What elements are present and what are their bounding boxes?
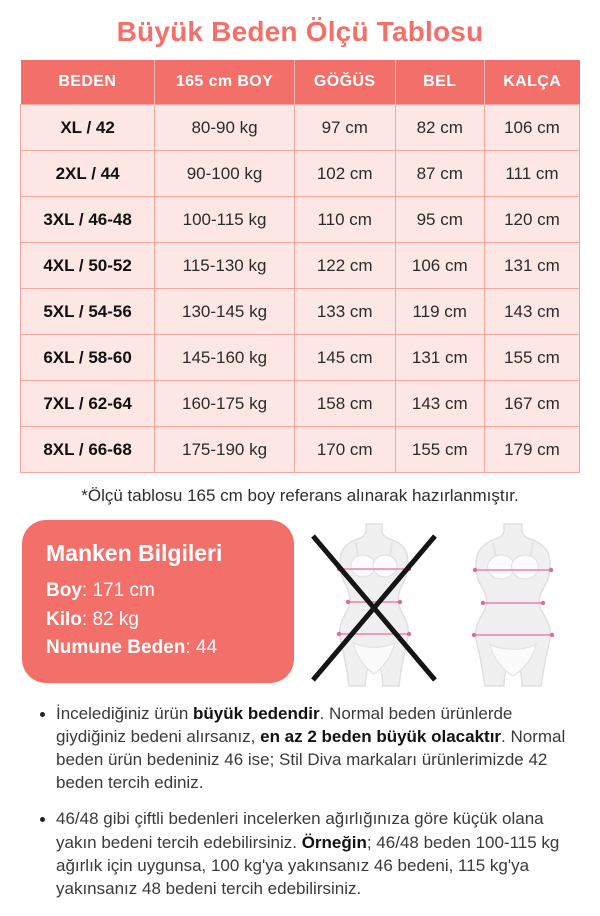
model-info-field: Kilo: 82 kg: [46, 608, 139, 630]
size-cell: 82 cm: [394, 104, 485, 151]
size-guide-page: { "page": { "title": "Büyük Beden Ölçü T…: [0, 16, 600, 916]
size-cell: 130-145 kg: [154, 288, 295, 335]
size-cell: 106 cm: [483, 104, 581, 151]
size-cell: 167 cm: [483, 380, 581, 427]
size-cell: 5XL / 54-56: [19, 288, 156, 335]
model-section: Manken Bilgileri Boy: 171 cm Kilo: 82 kg N…: [22, 520, 586, 690]
size-cell: 158 cm: [293, 380, 396, 427]
size-cell: 102 cm: [293, 150, 396, 197]
size-cell: 170 cm: [293, 426, 396, 473]
size-table: BEDEN 165 cm BOY GÖĞÜS BEL KALÇA XL / 42 80-9…: [19, 60, 581, 473]
size-cell: 106 cm: [394, 242, 485, 289]
size-cell: 8XL / 66-68: [19, 426, 156, 473]
size-row: 8XL / 66-68 175-190 kg 170 cm 155 cm 179 cm: [19, 426, 581, 473]
size-cell: 155 cm: [483, 334, 581, 381]
size-cell: 133 cm: [293, 288, 396, 335]
column-header: KALÇA: [483, 60, 580, 105]
size-cell: 87 cm: [394, 150, 485, 197]
notes-list: İncelediğiniz ürün büyük bedendir. Norma…: [36, 702, 576, 900]
size-cell: 155 cm: [394, 426, 485, 473]
size-cell: XL / 42: [19, 104, 156, 151]
size-cell: 7XL / 62-64: [19, 380, 156, 427]
size-cell: 145-160 kg: [154, 334, 295, 381]
size-cell: 4XL / 50-52: [19, 242, 156, 289]
size-row: 6XL / 58-60 145-160 kg 145 cm 131 cm 155 cm: [19, 334, 581, 381]
column-header: GÖĞÜS: [293, 60, 396, 105]
header-row: BEDEN 165 cm BOY GÖĞÜS BEL KALÇA: [20, 60, 580, 105]
size-row: 7XL / 62-64 160-175 kg 158 cm 143 cm 167 cm: [19, 380, 581, 427]
size-cell: 143 cm: [483, 288, 581, 335]
size-cell: 119 cm: [394, 288, 485, 335]
model-info-title: Manken Bilgileri: [46, 540, 223, 566]
size-cell: 111 cm: [483, 150, 581, 197]
size-cell: 95 cm: [394, 196, 485, 243]
size-cell: 80-90 kg: [154, 104, 295, 151]
model-info-field: Numune Beden: 44: [46, 637, 218, 658]
size-cell: 120 cm: [483, 196, 581, 243]
size-cell: 100-115 kg: [154, 196, 295, 243]
model-info-field: Boy: 171 cm: [46, 580, 155, 601]
size-table-body: XL / 42 80-90 kg 97 cm 82 cm 106 cm 2XL / 44 9…: [19, 104, 581, 473]
size-cell: 3XL / 46-48: [19, 196, 156, 243]
size-row: 4XL / 50-52 115-130 kg 122 cm 106 cm 131 cm: [19, 242, 581, 289]
note-item: İncelediğiniz ürün büyük bedendir. Norma…: [56, 702, 576, 794]
size-cell: 131 cm: [394, 334, 485, 381]
column-header: 165 cm BOY: [154, 60, 295, 105]
size-table-header: BEDEN 165 cm BOY GÖĞÜS BEL KALÇA: [20, 60, 580, 105]
size-row: 2XL / 44 90-100 kg 102 cm 87 cm 111 cm: [19, 150, 581, 197]
plus-size-figure-icon: [471, 523, 555, 687]
size-cell: 6XL / 58-60: [19, 334, 156, 381]
note-item: 46/48 gibi çiftli bedenleri incelerken a…: [56, 807, 576, 899]
column-header: BEDEN: [20, 60, 155, 105]
table-footnote: *Ölçü tablosu 165 cm boy referans alınar…: [81, 486, 519, 505]
column-header: BEL: [394, 60, 485, 105]
size-cell: 122 cm: [293, 242, 396, 289]
cross-x-icon: [311, 534, 437, 682]
size-cell: 110 cm: [293, 196, 396, 243]
size-cell: 143 cm: [394, 380, 485, 427]
size-cell: 175-190 kg: [154, 426, 295, 473]
page-title: Büyük Beden Ölçü Tablosu: [116, 16, 484, 47]
size-cell: 90-100 kg: [154, 150, 295, 197]
crossed-out-straight-size-figure-icon: [311, 523, 437, 687]
size-cell: 131 cm: [483, 242, 581, 289]
model-info-card: Manken Bilgileri Boy: 171 cm Kilo: 82 kg N…: [22, 520, 294, 683]
size-cell: 160-175 kg: [154, 380, 295, 427]
figure-icons: [294, 520, 586, 690]
size-cell: 115-130 kg: [154, 242, 295, 289]
size-cell: 179 cm: [483, 426, 581, 473]
size-cell: 2XL / 44: [19, 150, 156, 197]
size-row: 3XL / 46-48 100-115 kg 110 cm 95 cm 120 cm: [19, 196, 581, 243]
size-row: 5XL / 54-56 130-145 kg 133 cm 119 cm 143 cm: [19, 288, 581, 335]
model-info-fields: Boy: 171 cm Kilo: 82 kg Numune Beden: 44: [46, 577, 274, 663]
size-row: XL / 42 80-90 kg 97 cm 82 cm 106 cm: [19, 104, 581, 151]
size-cell: 145 cm: [293, 334, 396, 381]
size-cell: 97 cm: [293, 104, 396, 151]
